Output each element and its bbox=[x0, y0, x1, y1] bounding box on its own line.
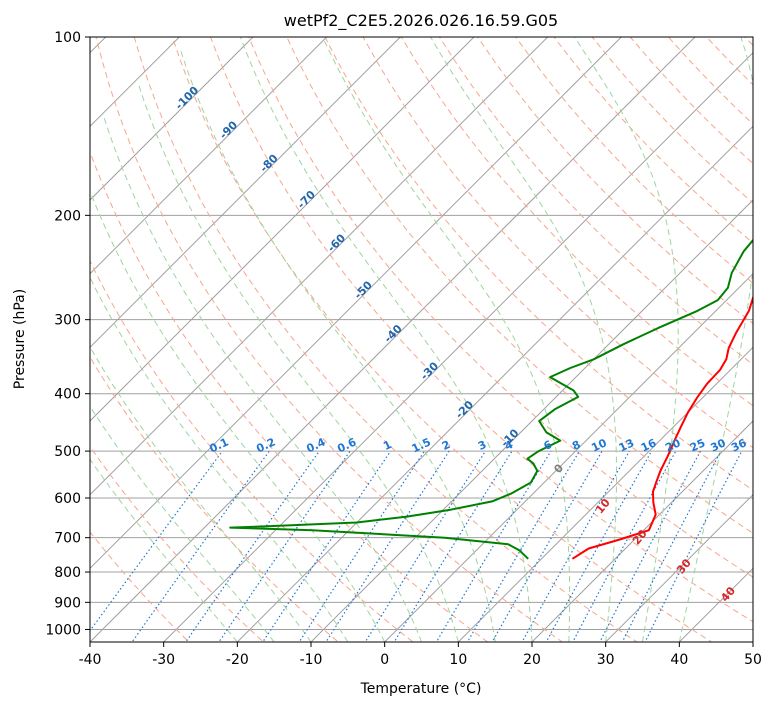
dry-adiabat-line bbox=[286, 37, 753, 534]
dry-adiabat-line bbox=[210, 37, 753, 623]
moist-adiabat-line bbox=[574, 37, 679, 642]
moist-adiabat-line bbox=[90, 189, 386, 642]
dry-adiabat-line bbox=[90, 150, 489, 642]
y-tick-label: 700 bbox=[54, 531, 81, 547]
dry-adiabat-line bbox=[90, 259, 414, 642]
x-tick-label: 0 bbox=[380, 652, 389, 668]
dry-adiabat-line bbox=[171, 37, 713, 642]
mixing-ratio-line bbox=[298, 450, 425, 642]
y-tick-label: 900 bbox=[54, 595, 81, 611]
moist-adiabat-line bbox=[90, 405, 275, 642]
mixing-ratio-line bbox=[218, 450, 351, 642]
temperature-profile-line bbox=[571, 294, 753, 560]
mixing-ratio-label: 10 bbox=[589, 436, 609, 454]
moist-adiabat-line bbox=[239, 37, 533, 642]
dry-adiabat-line bbox=[95, 37, 564, 642]
mixing-ratio-line bbox=[491, 450, 603, 642]
dry-adiabat-line bbox=[90, 445, 265, 642]
isotherm-line bbox=[236, 125, 753, 642]
x-tick-label: 10 bbox=[449, 652, 467, 668]
y-tick-label: 800 bbox=[54, 565, 81, 581]
isotherm-line bbox=[90, 37, 328, 275]
isotherm-line bbox=[90, 37, 475, 422]
mixing-ratio-line bbox=[435, 450, 552, 642]
y-tick-label: 600 bbox=[54, 491, 81, 507]
dewpoint-profile-line bbox=[229, 238, 753, 560]
isotherm-line bbox=[90, 37, 401, 349]
isotherm-line bbox=[457, 346, 753, 642]
y-tick-label: 400 bbox=[54, 387, 81, 403]
dry-adiabat-line bbox=[90, 356, 339, 642]
plot-area bbox=[90, 37, 753, 642]
isotherm-line bbox=[605, 493, 753, 642]
chart-title: wetPf2_C2E5.2026.026.16.59.G05 bbox=[284, 11, 558, 31]
isotherm-line bbox=[90, 37, 254, 201]
x-tick-label: 40 bbox=[670, 652, 688, 668]
mixing-ratio-line bbox=[393, 450, 513, 642]
dry-adiabat-line bbox=[438, 37, 753, 366]
x-axis-label: Temperature (°C) bbox=[360, 681, 482, 697]
mixing-ratio-line bbox=[572, 450, 677, 642]
moist-adiabat-line bbox=[102, 114, 422, 642]
x-tick-label: 30 bbox=[597, 652, 615, 668]
mixing-ratio-label: 36 bbox=[729, 436, 749, 454]
mixing-ratio-label: 25 bbox=[688, 436, 707, 454]
moist-adiabat-line bbox=[137, 83, 459, 642]
mixing-ratio-line bbox=[325, 450, 450, 642]
x-tick-label: 50 bbox=[744, 652, 762, 668]
x-tick-label: -40 bbox=[79, 652, 102, 668]
mixing-ratio-label: 16 bbox=[639, 436, 659, 454]
isotherm-line bbox=[163, 51, 753, 642]
y-tick-label: 300 bbox=[54, 313, 81, 329]
y-tick-label: 1000 bbox=[45, 622, 81, 638]
moist-adiabat-line bbox=[678, 37, 753, 642]
moist-adiabat-line bbox=[179, 49, 496, 642]
x-tick-label: 20 bbox=[523, 652, 541, 668]
y-axis-label: Pressure (hPa) bbox=[12, 289, 28, 389]
mixing-ratio-line bbox=[466, 450, 580, 642]
x-tick-label: -30 bbox=[152, 652, 175, 668]
y-tick-label: 100 bbox=[54, 30, 81, 46]
x-tick-label: -10 bbox=[300, 652, 323, 668]
dry-adiabat-line bbox=[400, 37, 753, 407]
x-axis: -40 -30 -20 -10 0 10 20 30 40 50 bbox=[79, 642, 762, 668]
y-tick-label: 200 bbox=[54, 208, 81, 224]
moist-adiabat-line bbox=[430, 37, 617, 642]
moist-adiabat-line bbox=[90, 345, 312, 642]
dry-adiabat-line bbox=[133, 37, 638, 642]
mixing-ratio-label: 13 bbox=[617, 436, 636, 454]
dry-adiabat-line bbox=[324, 37, 753, 491]
mixing-ratio-label: 30 bbox=[708, 436, 728, 454]
y-tick-label: 500 bbox=[54, 444, 81, 460]
mixing-ratio-line bbox=[131, 450, 270, 642]
isotherm-line bbox=[90, 37, 549, 496]
dry-adiabat-line bbox=[362, 37, 753, 449]
isotherm-line bbox=[90, 37, 622, 570]
mixing-ratio-line bbox=[262, 450, 392, 642]
mixing-ratio-line bbox=[364, 450, 486, 642]
isotherm-line bbox=[531, 420, 753, 642]
moist-adiabat-line bbox=[322, 37, 571, 642]
x-tick-label: -20 bbox=[226, 652, 249, 668]
isotherm-line bbox=[310, 199, 753, 642]
mixing-ratio-line bbox=[599, 450, 702, 642]
mixing-ratio-line bbox=[545, 450, 653, 642]
dry-adiabat-line bbox=[248, 37, 753, 578]
moist-adiabat-line bbox=[90, 276, 349, 642]
plot-frame bbox=[89, 36, 754, 643]
y-axis: 1000 900 800 700 600 500 400 300 200 100 bbox=[45, 30, 90, 638]
mixing-ratio-label: 20 bbox=[663, 436, 683, 454]
